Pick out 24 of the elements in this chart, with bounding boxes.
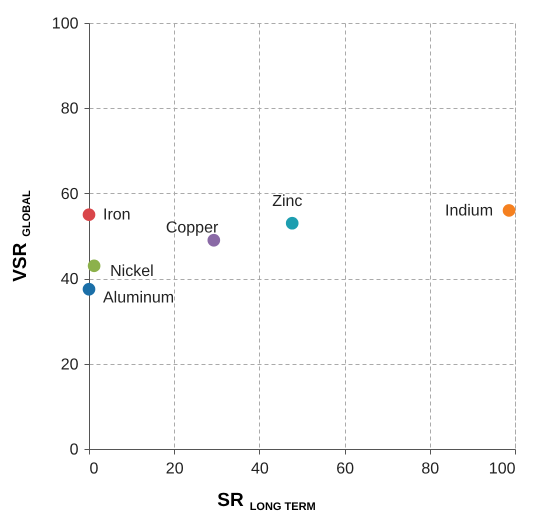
series-label: Iron [103, 206, 131, 224]
x-tick-label: 100 [488, 460, 516, 478]
point [82, 282, 96, 296]
x-tick-label: 80 [421, 460, 440, 478]
y-tick-label: 40 [60, 271, 79, 288]
y-tick-label: 100 [52, 16, 79, 32]
point [82, 208, 96, 222]
point [286, 216, 299, 230]
x-tick-label: 20 [166, 460, 184, 478]
series-label: Indium [445, 202, 494, 220]
y-tick-label: 20 [60, 356, 79, 374]
point [88, 260, 100, 272]
x-tick-label: 0 [90, 460, 98, 478]
x-axis-title: SR$_{LONG TERM}$ [216, 490, 317, 513]
x-tick-label: 40 [251, 460, 269, 478]
point [502, 204, 516, 217]
series-label: Zinc [272, 193, 302, 210]
series-label: Nickel [110, 262, 154, 280]
y-tick-label: 0 [70, 442, 79, 458]
x-tick-label: 60 [336, 460, 354, 478]
series-label: Copper [166, 219, 219, 236]
y-tick-label: 80 [60, 100, 79, 118]
y-tick-label: 60 [60, 186, 79, 203]
series-label: Aluminum [103, 289, 174, 306]
